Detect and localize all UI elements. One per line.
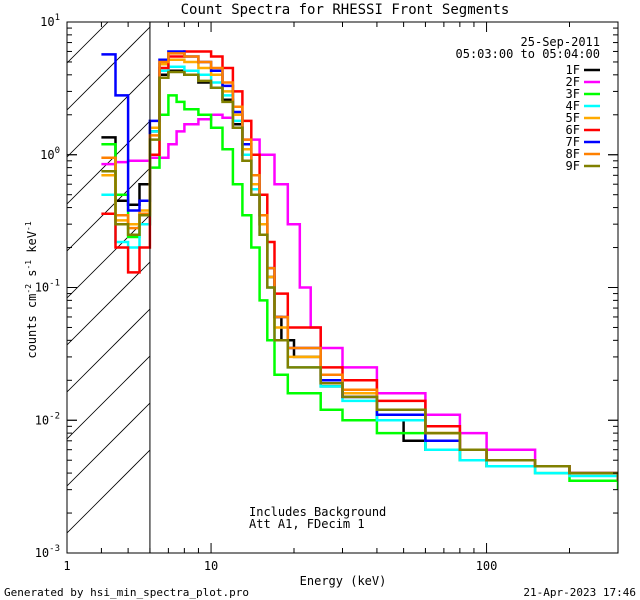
observation-time-range: 05:03:00 to 05:04:00: [456, 47, 601, 61]
series-line-7f: [101, 50, 618, 481]
series-line-3f: [101, 94, 618, 490]
series-line-6f: [101, 50, 618, 481]
x-tick-label: 100: [476, 559, 498, 573]
legend-label-2f: 2F: [566, 75, 580, 89]
y-tick-label: 10-1: [35, 279, 60, 295]
hatch-line: [67, 0, 150, 16]
hatch-line: [67, 402, 151, 487]
hatch-line: [67, 26, 151, 111]
hatch-line: [67, 355, 151, 440]
hatch-line: [67, 73, 151, 158]
x-tick-label: 10: [204, 559, 218, 573]
below-threshold-hatch: [67, 0, 151, 534]
footer-generator: Generated by hsi_min_spectra_plot.pro: [4, 586, 249, 599]
x-corner-tick-label: 1: [63, 559, 70, 573]
legend-label-8f: 8F: [566, 147, 580, 161]
y-axis-label-exp-s: -1: [24, 260, 33, 270]
hatch-line: [67, 261, 151, 346]
y-axis-label: counts cm-2 s-1 keV-1: [24, 221, 39, 358]
hatch-line: [67, 167, 151, 252]
legend-label-6f: 6F: [566, 123, 580, 137]
y-tick-label: 101: [40, 13, 60, 29]
y-tick-label: 100: [40, 146, 60, 162]
hatch-line: [67, 120, 151, 205]
y-axis-label-exp-cm: -2: [24, 284, 33, 294]
y-axis: 10-3 10-2 10-1 100 101: [35, 13, 618, 560]
hatch-line: [67, 308, 151, 393]
series-line-2f: [101, 113, 618, 481]
x-axis-label: Energy (keV): [300, 574, 387, 588]
legend-label-7f: 7F: [566, 135, 580, 149]
legend-label-1f: 1F: [566, 63, 580, 77]
legend-label-3f: 3F: [566, 87, 580, 101]
legend-label-5f: 5F: [566, 111, 580, 125]
series-line-8f: [101, 52, 618, 481]
series-line-9f: [101, 70, 618, 481]
series-line-5f: [101, 58, 618, 481]
y-tick-label: 10-2: [35, 411, 60, 427]
chart-title: Count Spectra for RHESSI Front Segments: [181, 2, 510, 18]
observation-date: 25-Sep-2011: [521, 35, 600, 49]
series-lines: [101, 50, 618, 490]
hatch-line: [67, 449, 151, 534]
footer-timestamp: 21-Apr-2023 17:46: [523, 586, 636, 599]
legend-label-4f: 4F: [566, 99, 580, 113]
annotation-background: Includes Background: [249, 505, 386, 519]
y-tick-label: 10-3: [35, 544, 60, 560]
y-axis-label-exp-kev: -1: [24, 221, 33, 231]
y-axis-label-s: s: [25, 270, 39, 284]
series-line-4f: [101, 65, 618, 481]
legend-label-9f: 9F: [566, 159, 580, 173]
x-axis: 10 100: [66, 22, 619, 573]
y-axis-label-kev: keV: [25, 231, 39, 260]
hatch-line: [67, 22, 109, 64]
annotation-attenuator: Att A1, FDecim 1: [249, 517, 365, 531]
y-axis-label-counts: counts cm: [25, 294, 39, 359]
